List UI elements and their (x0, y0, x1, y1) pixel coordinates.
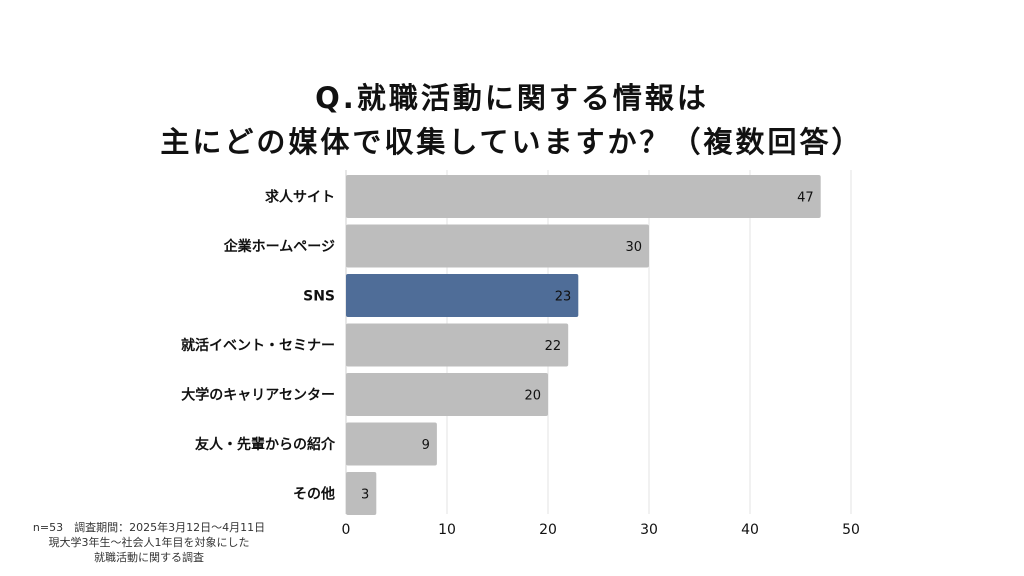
bar (346, 175, 821, 218)
chart-title-line-1: Q.就職活動に関する情報は (315, 81, 709, 115)
category-label: 就活イベント・セミナー (181, 337, 335, 354)
x-tick-label: 10 (438, 522, 456, 538)
category-label: SNS (303, 289, 335, 305)
bar (346, 373, 548, 416)
x-tick-label: 20 (539, 522, 557, 538)
category-label: 企業ホームページ (223, 238, 335, 255)
data-label: 3 (361, 488, 369, 503)
bar (346, 422, 437, 466)
data-label: 30 (625, 240, 642, 255)
bar (346, 472, 377, 515)
bar (346, 224, 649, 268)
footnote: n=53 調査期間：2025年3月12日～4月11日 現大学3年生～社会人1年目… (18, 520, 280, 565)
x-tick-label: 30 (640, 522, 658, 538)
data-label: 9 (422, 438, 430, 453)
chart-title: Q.就職活動に関する情報は 主にどの媒体で収集していますか？（複数回答） (0, 76, 1024, 164)
category-label: その他 (293, 486, 335, 503)
category-label: 友人・先輩からの紹介 (195, 436, 336, 453)
chart-title-line-2: 主にどの媒体で収集していますか？（複数回答） (160, 125, 864, 159)
x-tick-label: 40 (741, 522, 759, 538)
data-label: 22 (545, 339, 562, 354)
bar (346, 323, 569, 367)
category-label: 求人サイト (265, 189, 335, 206)
footnote-line-3: 就職活動に関する調査 (94, 551, 204, 564)
data-label: 47 (797, 191, 814, 206)
data-label: 20 (524, 389, 541, 404)
footnote-line-2: 現大学3年生～社会人1年目を対象にした (48, 536, 250, 549)
footnote-line-1: n=53 調査期間：2025年3月12日～4月11日 (32, 521, 266, 534)
data-label: 23 (555, 290, 572, 305)
x-tick-label: 50 (842, 522, 860, 538)
bar (346, 274, 579, 317)
category-label: 大学のキャリアセンター (181, 387, 335, 404)
x-tick-label: 0 (342, 522, 351, 538)
